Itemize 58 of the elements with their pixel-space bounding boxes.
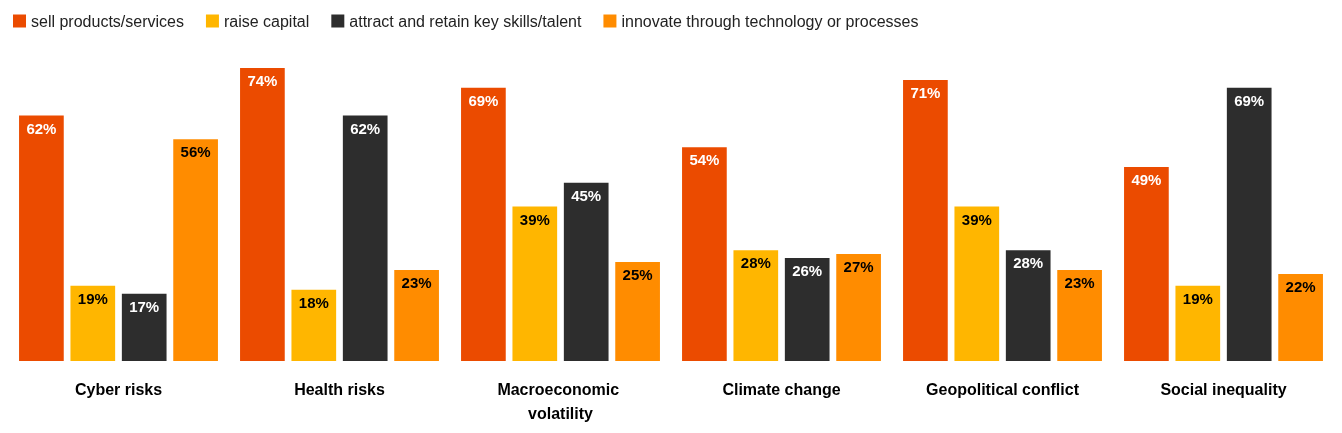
data-label: 28% [1013,254,1044,272]
data-label: 28% [740,254,771,272]
data-label: 62% [350,119,381,137]
data-label: 56% [180,143,211,161]
bar [1278,273,1323,361]
x-tick-label: Health risks [294,380,385,398]
bar [615,262,660,361]
bar [954,206,1000,361]
data-label: 71% [910,83,941,101]
legend-label: raise capital [223,12,310,30]
bar [836,254,881,361]
data-label: 69% [468,91,499,109]
legend-label: innovate through technology or processes [621,12,919,30]
data-label: 19% [1182,289,1213,307]
x-tick-label: Social inequality [1160,380,1287,398]
bar [19,115,64,361]
bar [784,258,830,361]
data-label: 69% [1234,91,1265,109]
bar [1124,166,1169,361]
bar [1057,269,1102,361]
data-label: 22% [1285,277,1316,295]
bar [733,250,779,361]
x-tick-label: Macroeconomic volatility [497,380,624,422]
data-label: 45% [571,186,602,204]
data-label: 18% [298,293,329,311]
bar [563,182,609,361]
bar [342,115,388,361]
x-tick-label: Climate change [722,380,841,398]
bar [1226,87,1272,361]
data-label: 26% [792,262,823,280]
legend-label: sell products/services [31,12,184,30]
bar [291,289,337,361]
data-label: 62% [26,119,57,137]
x-tick-label: Geopolitical conflict [926,380,1080,398]
x-tick-label: Cyber risks [74,380,163,398]
bar [121,293,167,361]
data-label: 25% [622,266,653,284]
data-label: 74% [247,72,278,89]
data-label: 54% [689,151,720,169]
bar [682,147,727,361]
bar [240,68,285,361]
data-label: 39% [961,210,992,228]
data-label: 39% [519,210,550,228]
legend-label: attract and retain key skills/talent [349,12,582,30]
bar [1175,285,1221,361]
data-label: 49% [1131,170,1162,188]
data-label: 23% [1064,273,1095,291]
bar [461,87,506,361]
bar [70,285,116,361]
data-label: 23% [401,273,432,291]
bar [173,139,218,361]
data-label: 17% [129,297,160,315]
data-label: 19% [77,289,108,307]
bar [512,206,558,361]
data-label: 27% [843,258,874,276]
bar [903,79,948,361]
bar [1005,250,1051,361]
bar [394,269,439,361]
